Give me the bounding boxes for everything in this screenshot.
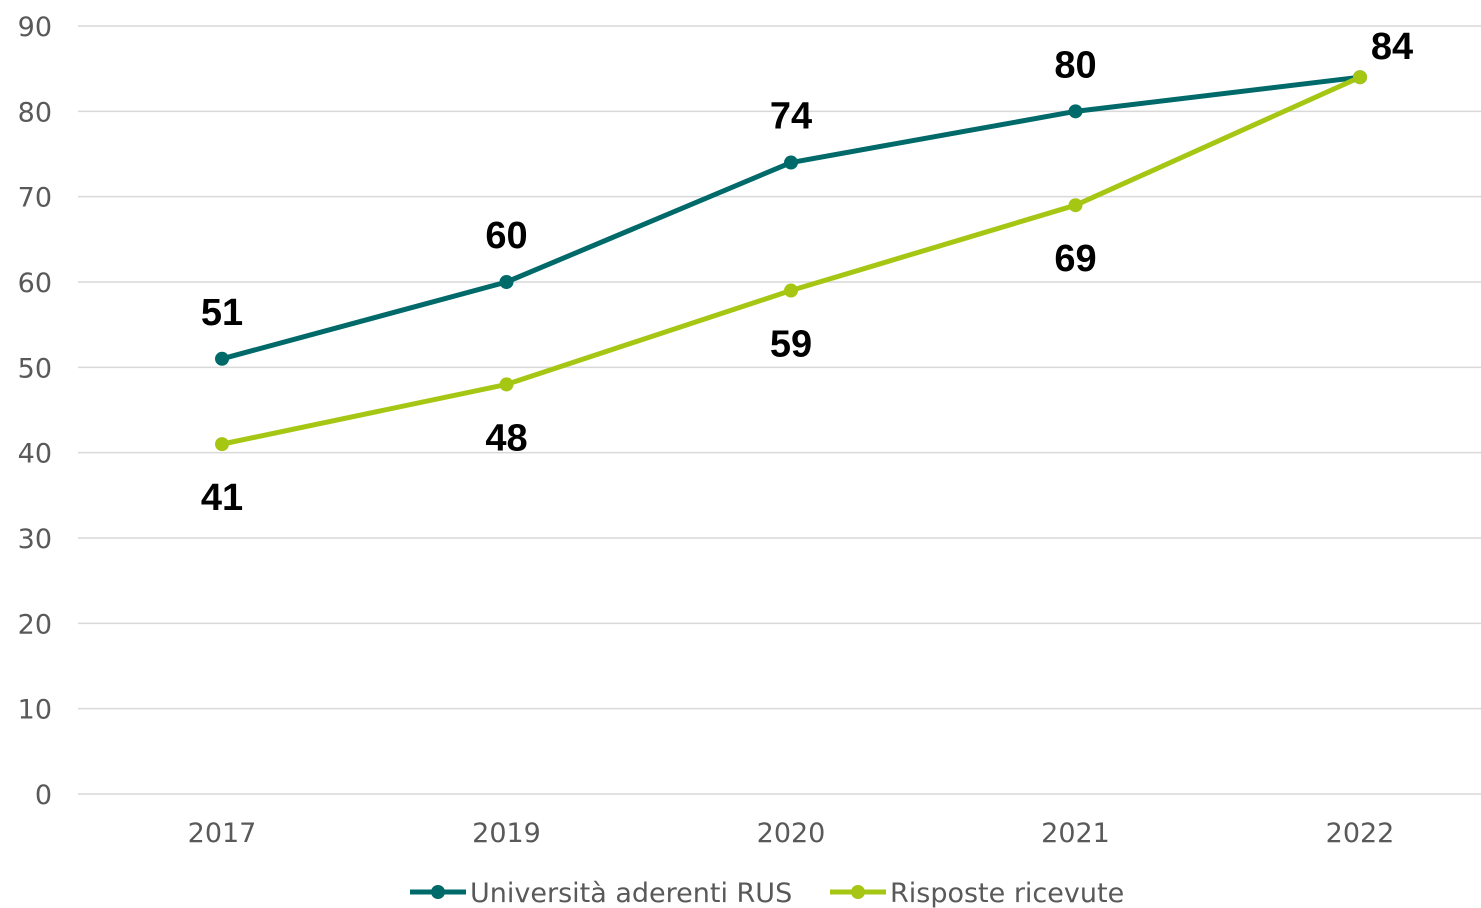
y-tick-label: 50 (18, 353, 52, 384)
y-tick-label: 40 (18, 439, 52, 470)
data-point (1068, 198, 1083, 213)
y-tick-label: 80 (18, 97, 52, 128)
y-tick-label: 30 (18, 524, 52, 555)
series-lines (215, 70, 1367, 452)
y-tick-label: 10 (18, 695, 52, 726)
legend-point-marker (851, 885, 865, 899)
data-label: 51 (201, 292, 243, 334)
legend-label: Università aderenti RUS (470, 878, 792, 908)
y-tick-label: 70 (18, 183, 52, 214)
data-point (499, 377, 514, 392)
data-label: 80 (1054, 44, 1096, 86)
x-tick-label: 2020 (757, 818, 826, 849)
data-point (499, 275, 514, 289)
y-tick-label: 0 (35, 780, 52, 811)
data-label: 59 (770, 324, 812, 366)
data-label: 74 (770, 96, 812, 138)
legend-point-marker (431, 885, 445, 899)
x-tick-label: 2017 (188, 818, 257, 849)
data-point (1353, 70, 1367, 85)
data-label: 84 (1371, 26, 1413, 68)
data-point (1068, 104, 1083, 119)
data-point (784, 155, 798, 170)
data-label: 60 (485, 215, 527, 257)
y-tick-label: 90 (18, 12, 52, 43)
data-label: 69 (1054, 238, 1096, 280)
legend-label: Risposte ricevute (890, 878, 1124, 908)
data-label: 48 (485, 417, 527, 459)
gridlines (78, 25, 1481, 795)
data-labels: 51 60 74 80 84 41 48 59 69 (201, 26, 1413, 519)
x-axis-tick-labels: 2017 2019 2020 2021 2022 (188, 818, 1395, 849)
x-tick-label: 2019 (472, 818, 541, 849)
y-tick-label: 60 (18, 268, 52, 299)
x-tick-label: 2022 (1326, 818, 1395, 849)
y-axis-tick-labels: 0 10 20 30 40 50 60 70 80 90 (18, 12, 52, 811)
y-tick-label: 20 (18, 609, 52, 640)
data-point (215, 437, 229, 452)
legend: Università aderenti RUS Risposte ricevute (410, 878, 1124, 908)
data-point (215, 351, 229, 366)
x-tick-label: 2021 (1041, 818, 1110, 849)
data-point (784, 283, 798, 298)
data-label: 41 (201, 477, 243, 519)
